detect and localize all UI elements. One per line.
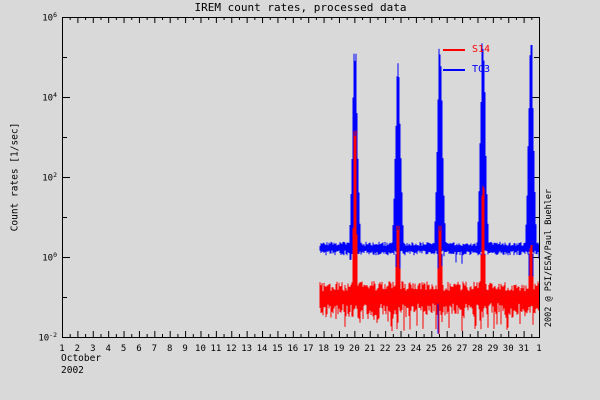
- x-tick-label: 6: [136, 344, 141, 354]
- x-tick-label: 25: [426, 344, 437, 354]
- x-tick-label: 31: [518, 344, 529, 354]
- x-tick-label: 5: [121, 344, 126, 354]
- x-tick-label: 16: [287, 344, 298, 354]
- x-axis-tick-labels: 1 2 3 4 5 6 7 8 9 10 11 12 13 14 15 16 17 18 19 20 21 22 23 24 2…: [59, 344, 541, 354]
- x-tick-label: 10: [195, 344, 206, 354]
- x-tick-label: 4: [105, 344, 110, 354]
- x-tick-label: 11: [210, 344, 221, 354]
- x-tick-label: 30: [503, 344, 514, 354]
- series-s14: [319, 130, 539, 334]
- x-tick-label: 12: [226, 344, 237, 354]
- y-axis-tick-labels: 10-2 100 102 104 106: [38, 11, 57, 344]
- y-tick-label: 10-2: [38, 331, 57, 344]
- x-tick-label: 21: [364, 344, 375, 354]
- y-tick-label: 102: [42, 171, 57, 184]
- legend-label-tc3: TC3: [472, 64, 491, 75]
- credit-label: 2002 @ PSI/ESA/Paul Buehler: [544, 188, 554, 328]
- x-tick-label: 20: [349, 344, 360, 354]
- x-tick-label: 23: [395, 344, 406, 354]
- x-tick-label: 1: [536, 344, 541, 354]
- x-tick-label: 28: [472, 344, 483, 354]
- x-tick-label: 7: [152, 344, 157, 354]
- x-axis-ticks: [62, 17, 540, 337]
- x-tick-label: 29: [487, 344, 498, 354]
- x-tick-label: 1: [59, 344, 64, 354]
- x-tick-label: 18: [318, 344, 329, 354]
- x-tick-label: 3: [90, 344, 95, 354]
- x-axis-month-label: October: [61, 353, 102, 364]
- x-tick-label: 8: [167, 344, 172, 354]
- data-series: [319, 43, 539, 334]
- x-tick-label: 9: [182, 344, 187, 354]
- x-tick-label: 26: [441, 344, 452, 354]
- legend-line-tc3: [443, 68, 465, 71]
- x-tick-label: 27: [457, 344, 468, 354]
- chart-title: IREM count rates, processed data: [194, 1, 407, 14]
- x-tick-label: 13: [241, 344, 252, 354]
- x-tick-label: 22: [380, 344, 391, 354]
- y-tick-label: 106: [42, 11, 57, 24]
- x-tick-label: 2: [75, 344, 80, 354]
- legend-label-s14: S14: [472, 44, 491, 55]
- y-tick-label: 100: [42, 251, 57, 264]
- x-tick-label: 14: [257, 344, 268, 354]
- x-axis-year-label: 2002: [61, 365, 84, 376]
- x-tick-label: 19: [334, 344, 345, 354]
- x-tick-label: 24: [410, 344, 421, 354]
- legend: S14 TC3: [443, 44, 490, 75]
- x-tick-label: 15: [272, 344, 283, 354]
- y-axis-label: Count rates [1/sec]: [9, 122, 21, 232]
- legend-line-s14: [443, 48, 465, 51]
- x-tick-label: 17: [303, 344, 314, 354]
- legend-item-tc3: TC3: [443, 64, 490, 75]
- legend-item-s14: S14: [443, 44, 490, 55]
- y-tick-label: 104: [42, 91, 57, 104]
